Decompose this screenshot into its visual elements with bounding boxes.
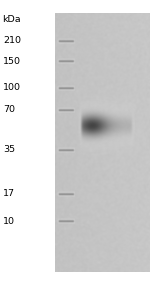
Text: 100: 100 (3, 83, 21, 92)
Text: 210: 210 (3, 36, 21, 45)
Text: 150: 150 (3, 57, 21, 66)
Text: 10: 10 (3, 217, 15, 226)
Text: kDa: kDa (2, 15, 21, 24)
Text: 35: 35 (3, 145, 15, 155)
Text: 70: 70 (3, 105, 15, 114)
Text: 17: 17 (3, 190, 15, 198)
